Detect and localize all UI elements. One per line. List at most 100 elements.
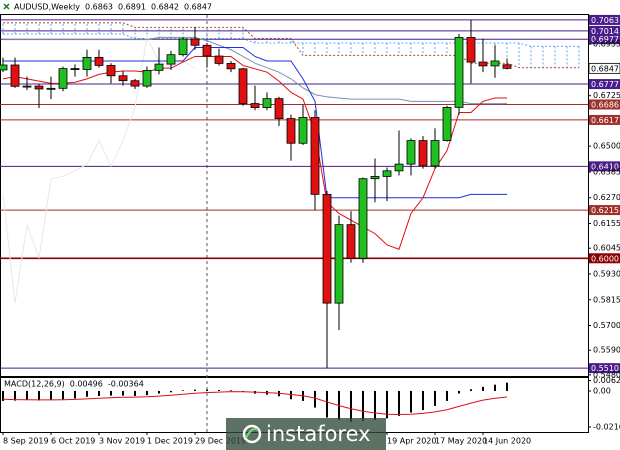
- level-label: 0.6000: [591, 254, 619, 263]
- level-label-box: [589, 205, 620, 216]
- candle-body: [454, 37, 464, 108]
- macd-y-tick-label: 0.00: [593, 386, 611, 395]
- candle-body: [370, 176, 380, 180]
- macd-signal: [2, 391, 508, 416]
- candle-body: [430, 140, 440, 167]
- candle-body: [322, 193, 332, 304]
- ohlc-open: 0.6863: [85, 3, 113, 12]
- candle-body: [58, 68, 68, 89]
- ohlc-low: 0.6842: [151, 3, 179, 12]
- candle-body: [34, 85, 44, 90]
- candle-body: [226, 63, 236, 70]
- candle-body: [190, 38, 200, 46]
- level-label: 0.6777: [591, 80, 619, 89]
- level-label-box: [589, 161, 620, 172]
- x-tick-label: 6 Oct 2019: [51, 437, 95, 446]
- macd-signal-value: -0.00364: [108, 380, 144, 389]
- candle-body: [262, 98, 272, 109]
- candle-body: [298, 117, 308, 144]
- macd-hist-value: 0.00496: [70, 380, 103, 389]
- y-tick-label: 0.6270: [593, 193, 620, 202]
- x-tick-label: 8 Sep 2019: [3, 437, 49, 446]
- candle-body: [94, 56, 104, 66]
- candle-body: [358, 178, 368, 259]
- y-tick-label: 0.5815: [593, 295, 620, 304]
- watermark: instaforex: [226, 418, 386, 450]
- x-tick-label: 17 May 2020: [435, 437, 487, 446]
- y-tick-label: 0.5700: [593, 321, 620, 330]
- candle-body: [418, 140, 428, 167]
- symbol-icon: [3, 3, 10, 10]
- candle-body: [310, 117, 320, 195]
- indicator-line: [2, 55, 507, 250]
- chart-title: AUDUSD,Weekly: [14, 3, 80, 12]
- level-label: 0.6686: [591, 100, 619, 109]
- candle-body: [82, 56, 92, 70]
- level-label-box: [589, 34, 620, 45]
- level-label: 0.6410: [591, 162, 619, 171]
- y-tick-label: 0.5930: [593, 269, 620, 278]
- candle-body: [466, 37, 476, 63]
- macd-layer: [2, 382, 508, 422]
- indicator-line: [2, 35, 196, 304]
- candle-body: [0, 64, 8, 71]
- candle-body: [214, 55, 224, 64]
- candle-body: [46, 87, 56, 90]
- levels-layer: [0, 19, 588, 369]
- level-label-box: [589, 79, 620, 90]
- candle-body: [490, 60, 500, 67]
- watermark-logo-swoosh: [245, 428, 259, 439]
- x-tick-label: 29 Dec 2019: [195, 437, 246, 446]
- header-layer: AUDUSD,Weekly 0.6863 0.6891 0.6842 0.684…: [4, 3, 212, 389]
- candle-body: [334, 224, 344, 304]
- watermark-logo: [242, 424, 262, 444]
- y-tick-label: 0.6045: [593, 244, 620, 253]
- candle-body: [118, 75, 128, 82]
- x-tick-label: 19 Apr 2020: [387, 437, 436, 446]
- candle-body: [286, 118, 296, 144]
- candle-body: [70, 68, 80, 70]
- candle-body: [346, 224, 356, 259]
- y-tick-label: 0.5480: [593, 370, 620, 379]
- indicator-line: [3, 36, 507, 105]
- level-label: 0.7014: [591, 27, 619, 36]
- candle-body: [502, 64, 512, 69]
- level-label-box: [589, 99, 620, 110]
- candle-body: [10, 64, 20, 87]
- current-price-box: [588, 62, 620, 74]
- level-label-box: [589, 363, 620, 374]
- macd-y-tick-label: 0.00622: [593, 376, 620, 385]
- candle-body: [154, 63, 164, 71]
- main-frame: [0, 14, 589, 377]
- current-price-label: 0.6847: [591, 64, 619, 73]
- candle-body: [406, 140, 416, 165]
- level-label-box: [589, 25, 620, 36]
- candles-layer: [0, 19, 512, 369]
- candle-body: [22, 85, 32, 88]
- candle-body: [238, 68, 248, 104]
- y-tick-label: 0.6385: [593, 167, 620, 176]
- candle-body: [106, 65, 116, 77]
- candle-body: [202, 44, 212, 57]
- x-tick-label: 1 Dec 2019: [147, 437, 193, 446]
- level-label-box: [589, 14, 620, 25]
- candle-body: [382, 170, 392, 177]
- level-label: 0.6215: [591, 206, 619, 215]
- candle-body: [178, 38, 188, 56]
- y-tick-label: 0.5590: [593, 346, 620, 355]
- y-tick-label: 0.6155: [593, 219, 620, 228]
- macd-label: MACD(12,26,9): [4, 380, 65, 389]
- ohlc-close: 0.6847: [184, 3, 212, 12]
- x-tick-label: 14 Jun 2020: [483, 437, 531, 446]
- candle-body: [394, 163, 404, 172]
- candle-body: [478, 61, 488, 67]
- candle-body: [274, 98, 284, 119]
- candle-body: [442, 106, 452, 141]
- watermark-band: [226, 418, 386, 450]
- y-tick-label: 0.6955: [593, 40, 620, 49]
- level-label-box: [589, 253, 620, 264]
- level-label: 0.6617: [591, 116, 619, 125]
